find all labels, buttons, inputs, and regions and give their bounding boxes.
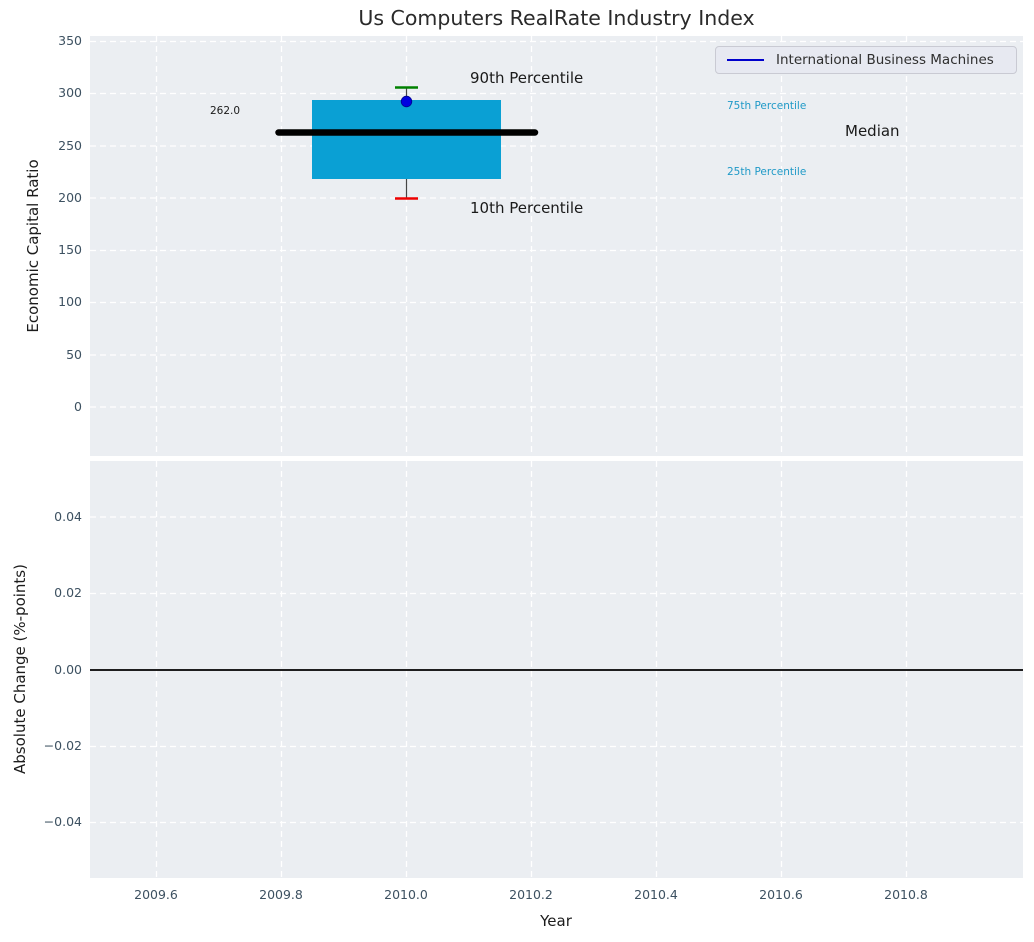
ytick-0.04: 0.04 [54, 509, 82, 524]
ytick-100: 100 [58, 294, 82, 309]
ytick-neg0.02: −0.02 [43, 738, 82, 753]
ytick-250: 250 [58, 138, 82, 153]
p75-annotation: 75th Percentile [727, 100, 807, 112]
change-plot-canvas [90, 461, 1023, 878]
xtick-2009.6: 2009.6 [134, 887, 178, 902]
ytick-0: 0 [74, 399, 82, 414]
bottom-axes-plot-area [90, 461, 1023, 878]
xtick-2010.4: 2010.4 [634, 887, 678, 902]
bottom-y-axis-label: Absolute Change (%-points) [11, 564, 29, 774]
ytick-150: 150 [58, 242, 82, 257]
xtick-2010.6: 2010.6 [759, 887, 803, 902]
ytick-0.02: 0.02 [54, 585, 82, 600]
ytick-350: 350 [58, 33, 82, 48]
ytick-50: 50 [66, 347, 82, 362]
ytick-neg0.04: −0.04 [43, 814, 82, 829]
median-annotation: Median [845, 122, 900, 140]
xtick-2010.2: 2010.2 [509, 887, 553, 902]
top-axes-plot-area [90, 36, 1023, 456]
company-marker-dot [400, 95, 413, 108]
median-value-annotation: 262.0 [209, 105, 241, 117]
p10-annotation: 10th Percentile [470, 199, 584, 217]
legend: International Business Machines [715, 46, 1017, 74]
xtick-2009.8: 2009.8 [259, 887, 303, 902]
p25-annotation: 25th Percentile [727, 166, 807, 178]
top-y-axis-label: Economic Capital Ratio [24, 159, 42, 333]
horizontal-gridlines [90, 40, 1023, 408]
ytick-200: 200 [58, 190, 82, 205]
xtick-2010.0: 2010.0 [384, 887, 428, 902]
interquartile-box [312, 100, 501, 179]
ytick-300: 300 [58, 85, 82, 100]
p90-annotation: 90th Percentile [470, 69, 584, 87]
legend-label: International Business Machines [776, 52, 994, 68]
x-axis-label: Year [540, 912, 572, 930]
box-plot-canvas [90, 36, 1023, 456]
xtick-2010.8: 2010.8 [884, 887, 928, 902]
ytick-0.00: 0.00 [54, 662, 82, 677]
legend-line-sample [727, 59, 764, 61]
chart-title: Us Computers RealRate Industry Index [358, 6, 755, 30]
vertical-gridlines [155, 36, 908, 456]
